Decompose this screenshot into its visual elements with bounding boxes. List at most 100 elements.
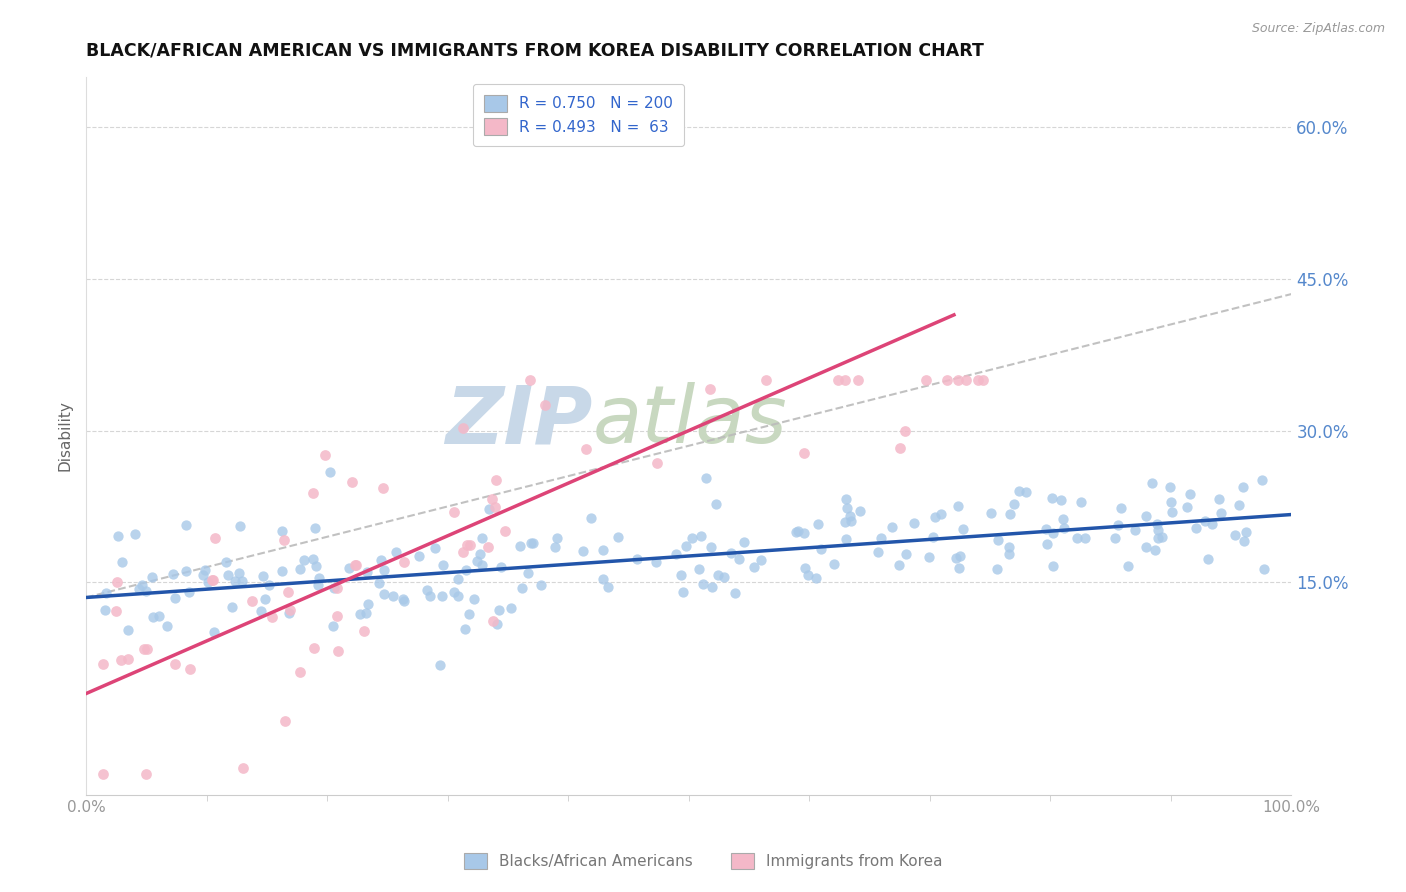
- Point: [1040, 491, 1063, 505]
- Point: [952, 522, 974, 536]
- Point: [1066, 531, 1088, 545]
- Point: [288, 665, 311, 680]
- Point: [356, 566, 378, 580]
- Point: [1070, 494, 1092, 508]
- Point: [307, 578, 329, 592]
- Point: [1234, 524, 1257, 539]
- Point: [453, 420, 475, 434]
- Point: [1000, 508, 1022, 522]
- Point: [592, 543, 614, 558]
- Point: [429, 657, 451, 672]
- Point: [494, 524, 516, 538]
- Point: [1232, 480, 1254, 494]
- Point: [946, 373, 969, 387]
- Point: [135, 767, 157, 781]
- Point: [392, 593, 415, 607]
- Point: [135, 583, 157, 598]
- Point: [1208, 492, 1230, 507]
- Point: [835, 491, 858, 506]
- Point: [1142, 476, 1164, 491]
- Point: [749, 553, 772, 567]
- Point: [922, 530, 945, 544]
- Point: [228, 566, 250, 580]
- Point: [936, 373, 959, 387]
- Text: ZIP: ZIP: [444, 383, 592, 460]
- Point: [177, 585, 200, 599]
- Point: [488, 603, 510, 617]
- Point: [880, 519, 903, 533]
- Point: [304, 521, 326, 535]
- Point: [672, 584, 695, 599]
- Point: [519, 373, 541, 387]
- Point: [131, 578, 153, 592]
- Point: [240, 594, 263, 608]
- Legend: R = 0.750   N = 200, R = 0.493   N =  63: R = 0.750 N = 200, R = 0.493 N = 63: [474, 84, 683, 145]
- Point: [889, 441, 911, 455]
- Point: [534, 398, 557, 412]
- Point: [278, 603, 301, 617]
- Point: [117, 624, 139, 638]
- Point: [344, 558, 367, 572]
- Point: [510, 581, 533, 595]
- Point: [1197, 552, 1219, 566]
- Point: [1160, 494, 1182, 508]
- Point: [1185, 521, 1208, 535]
- Point: [980, 506, 1002, 520]
- Point: [260, 610, 283, 624]
- Point: [326, 581, 349, 595]
- Point: [572, 543, 595, 558]
- Point: [804, 571, 827, 585]
- Point: [273, 533, 295, 547]
- Point: [690, 529, 713, 543]
- Point: [179, 662, 201, 676]
- Point: [835, 501, 858, 516]
- Point: [1052, 511, 1074, 525]
- Point: [1253, 562, 1275, 576]
- Point: [972, 373, 994, 387]
- Point: [288, 562, 311, 576]
- Point: [485, 617, 508, 632]
- Point: [204, 531, 226, 545]
- Point: [277, 606, 299, 620]
- Point: [702, 580, 724, 594]
- Point: [318, 465, 340, 479]
- Point: [217, 567, 239, 582]
- Point: [342, 475, 364, 490]
- Point: [259, 578, 281, 592]
- Point: [575, 442, 598, 456]
- Point: [986, 562, 1008, 576]
- Point: [1201, 517, 1223, 532]
- Point: [807, 517, 830, 532]
- Point: [728, 552, 751, 566]
- Point: [314, 448, 336, 462]
- Point: [135, 641, 157, 656]
- Point: [1035, 522, 1057, 536]
- Point: [202, 624, 225, 639]
- Point: [91, 657, 114, 671]
- Point: [111, 555, 134, 569]
- Point: [866, 545, 889, 559]
- Point: [787, 524, 810, 538]
- Point: [232, 761, 254, 775]
- Point: [924, 509, 946, 524]
- Point: [499, 601, 522, 615]
- Point: [1251, 474, 1274, 488]
- Point: [1042, 526, 1064, 541]
- Point: [700, 540, 723, 554]
- Point: [322, 619, 344, 633]
- Point: [688, 562, 710, 576]
- Point: [509, 539, 531, 553]
- Point: [277, 585, 299, 599]
- Point: [1233, 534, 1256, 549]
- Point: [1042, 559, 1064, 574]
- Point: [665, 547, 688, 561]
- Point: [323, 581, 346, 595]
- Point: [305, 558, 328, 573]
- Point: [249, 604, 271, 618]
- Point: [1053, 521, 1076, 535]
- Point: [1074, 531, 1097, 545]
- Point: [224, 574, 246, 588]
- Text: Source: ZipAtlas.com: Source: ZipAtlas.com: [1251, 22, 1385, 36]
- Point: [838, 508, 860, 523]
- Point: [408, 549, 430, 563]
